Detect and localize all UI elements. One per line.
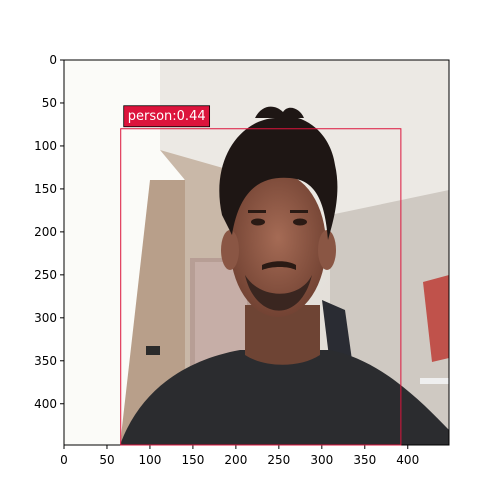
x-tick-label: 50 bbox=[99, 453, 114, 467]
y-tick-label: 250 bbox=[34, 268, 57, 282]
x-tick-label: 300 bbox=[310, 453, 333, 467]
y-tick-label: 100 bbox=[34, 139, 57, 153]
detection-label-badge bbox=[123, 105, 211, 128]
detection-label: person:0.44 bbox=[128, 109, 206, 124]
x-tick-label: 250 bbox=[267, 453, 290, 467]
y-tick-label: 350 bbox=[34, 354, 57, 368]
x-tick-label: 350 bbox=[353, 453, 376, 467]
y-tick-label: 200 bbox=[34, 225, 57, 239]
x-tick-label: 0 bbox=[60, 453, 68, 467]
x-tick-label: 400 bbox=[396, 453, 419, 467]
y-axis: 0 50 100 150 200 250 300 350 400 bbox=[34, 53, 64, 411]
y-tick-label: 150 bbox=[34, 182, 57, 196]
y-tick-label: 400 bbox=[34, 397, 57, 411]
webcam-photo bbox=[64, 60, 449, 445]
detection-overlay: person:0.44 bbox=[120, 105, 402, 446]
x-tick-label: 150 bbox=[181, 453, 204, 467]
x-axis: 0 50 100 150 200 250 300 350 400 bbox=[60, 445, 419, 467]
bounding-box bbox=[120, 128, 402, 446]
y-tick-label: 0 bbox=[49, 53, 57, 67]
y-tick-label: 50 bbox=[42, 96, 57, 110]
x-tick-label: 100 bbox=[138, 453, 161, 467]
x-tick-label: 200 bbox=[224, 453, 247, 467]
y-tick-label: 300 bbox=[34, 311, 57, 325]
